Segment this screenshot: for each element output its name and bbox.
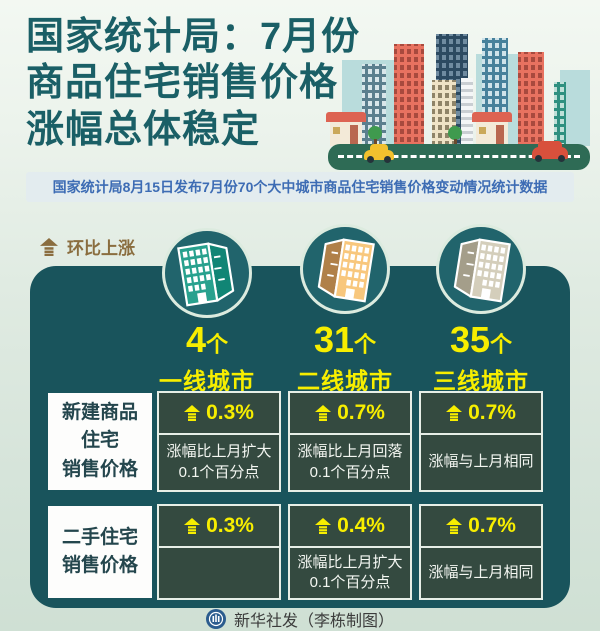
house-window: [479, 127, 486, 134]
percent-value: 0.3%: [206, 514, 254, 537]
tier3-building-badge: [436, 224, 526, 314]
group-label-tier1: 4个 一线城市: [132, 320, 282, 396]
cell-value: 0.7%: [290, 393, 410, 435]
cell-note: 涨幅与上月相同: [428, 563, 534, 581]
group-count: 31个: [313, 319, 377, 360]
cell-value: 0.7%: [421, 393, 541, 435]
building-red-right: [514, 46, 548, 146]
legend-label: 环比上涨: [67, 239, 135, 258]
tier1-building-badge: [162, 228, 252, 318]
house-door: [350, 125, 358, 146]
cell-value: 0.3%: [159, 506, 279, 548]
percent-value: 0.7%: [468, 514, 516, 537]
car-red-icon: [532, 141, 568, 162]
legend-mom-increase: 环比上涨: [40, 234, 135, 259]
cell-new-tier3: 0.7% 涨幅与上月相同: [419, 391, 543, 492]
group-name: 三线城市: [433, 367, 529, 394]
house-roof: [326, 112, 366, 122]
house-door: [496, 125, 504, 146]
building-icon: [177, 242, 235, 307]
percent-value: 0.7%: [468, 401, 516, 424]
cell-value: 0.3%: [159, 393, 279, 435]
group-label-tier3: 35个 三线城市: [406, 320, 556, 396]
cell-new-tier1: 0.3% 涨幅比上月扩大 0.1个百分点: [157, 391, 281, 492]
cell-secondhand-tier3: 0.7% 涨幅与上月相同: [419, 504, 543, 600]
cell-note: 涨幅与上月相同: [428, 453, 534, 471]
up-arrow-icon: [315, 405, 332, 421]
house-roof: [472, 112, 512, 122]
cell-note: 涨幅比上月回落 0.1个百分点: [297, 443, 403, 481]
car-wheel: [384, 156, 391, 163]
tier2-building-badge: [300, 224, 390, 314]
page-title: 国家统计局：7月份 商品住宅销售价格 涨幅总体稳定: [26, 16, 361, 151]
cell-value: 0.7%: [421, 506, 541, 548]
building-icon: [453, 238, 511, 303]
car-yellow-icon: [364, 144, 394, 163]
credit-text: 新华社发（李栋制图）: [233, 613, 394, 630]
subtitle-bar: 国家统计局8月15日发布7月份70个大中城市商品住宅销售价格变动情况统计数据: [26, 172, 574, 202]
up-arrow-icon: [40, 237, 58, 256]
car-wheel: [558, 155, 565, 162]
footer-credit: 新华社发（李栋制图）: [0, 607, 600, 631]
group-label-tier2: 31个 二线城市: [270, 320, 420, 396]
cell-note: 涨幅比上月扩大 0.1个百分点: [297, 553, 403, 591]
xinhua-logo-icon: [205, 609, 226, 629]
tree-icon: [448, 126, 462, 147]
up-arrow-icon: [184, 518, 201, 534]
row-header-new-homes: 新建商品 住宅 销售价格: [48, 393, 152, 490]
cell-new-tier2: 0.7% 涨幅比上月回落 0.1个百分点: [288, 391, 412, 492]
city-skyline-illustration: [326, 26, 592, 176]
cell-secondhand-tier1: 0.3%: [157, 504, 281, 600]
house-icon: [326, 112, 366, 146]
house-icon: [472, 112, 512, 146]
car-wheel: [367, 156, 374, 163]
car-cabin: [370, 144, 388, 152]
up-arrow-icon: [446, 405, 463, 421]
cell-note: [159, 548, 279, 598]
group-count: 4个: [185, 319, 229, 360]
group-name: 二线城市: [297, 367, 393, 394]
up-arrow-icon: [184, 405, 201, 421]
building-icon: [317, 238, 375, 303]
tree-icon: [368, 126, 382, 147]
house-window: [333, 127, 340, 134]
percent-value: 0.7%: [337, 401, 385, 424]
up-arrow-icon: [315, 518, 332, 534]
group-name: 一线城市: [159, 367, 255, 394]
percent-value: 0.3%: [206, 401, 254, 424]
building-teal-small: [550, 76, 570, 146]
building-striped: [461, 78, 473, 146]
cell-value: 0.4%: [290, 506, 410, 548]
car-cabin: [538, 141, 562, 149]
cell-secondhand-tier2: 0.4% 涨幅比上月扩大 0.1个百分点: [288, 504, 412, 600]
up-arrow-icon: [446, 518, 463, 534]
group-count: 35个: [449, 319, 513, 360]
subtitle-text: 国家统计局8月15日发布7月份70个大中城市商品住宅销售价格变动情况统计数据: [52, 179, 548, 195]
building-red-left: [390, 38, 428, 146]
percent-value: 0.4%: [337, 514, 385, 537]
cell-note: 涨幅比上月扩大 0.1个百分点: [166, 443, 272, 481]
building-cream: [428, 74, 460, 146]
row-header-secondhand-homes: 二手住宅 销售价格: [48, 506, 152, 598]
car-wheel: [535, 155, 542, 162]
